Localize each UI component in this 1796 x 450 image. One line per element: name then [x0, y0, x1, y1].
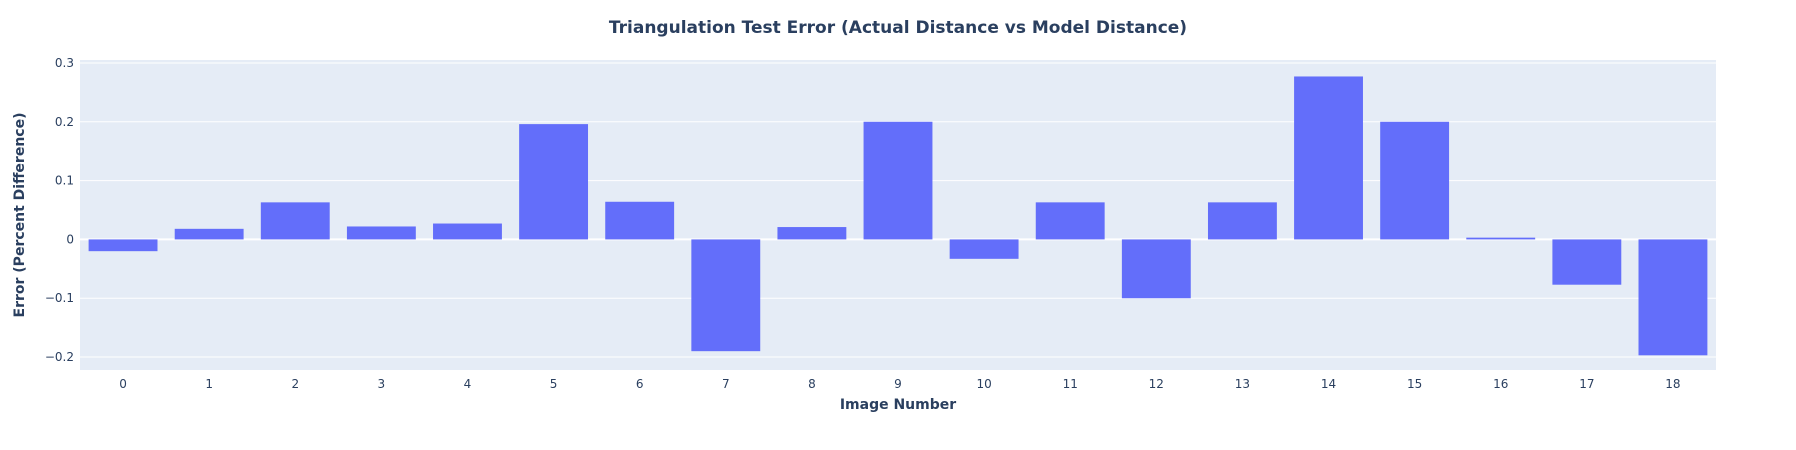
y-tick-label: 0.2	[55, 115, 74, 129]
x-tick-label: 15	[1407, 377, 1422, 391]
x-tick-label: 7	[722, 377, 730, 391]
y-tick-label: 0.3	[55, 56, 74, 70]
bar-12[interactable]	[1121, 239, 1191, 299]
bar-8[interactable]	[777, 227, 847, 240]
x-tick-label: 3	[378, 377, 386, 391]
y-tick-label: 0	[66, 232, 74, 246]
x-tick-label: 6	[636, 377, 644, 391]
bar-14[interactable]	[1294, 76, 1363, 240]
x-tick-label: 9	[894, 377, 902, 391]
x-tick-label: 1	[205, 377, 213, 391]
y-tick-label: 0.1	[55, 174, 74, 188]
bar-9[interactable]	[863, 121, 933, 240]
chart-title: Triangulation Test Error (Actual Distanc…	[609, 18, 1187, 38]
x-tick-label: 16	[1493, 377, 1508, 391]
bar-18[interactable]	[1638, 239, 1708, 356]
y-tick-label: −0.2	[45, 350, 74, 364]
x-tick-label: 5	[550, 377, 558, 391]
x-tick-label: 4	[464, 377, 472, 391]
bar-3[interactable]	[346, 226, 416, 240]
x-axis-title: Image Number	[840, 397, 956, 413]
x-tick-label: 2	[291, 377, 299, 391]
x-tick-label: 0	[119, 377, 127, 391]
bar-5[interactable]	[519, 124, 589, 240]
x-tick-label: 14	[1321, 377, 1336, 391]
y-tick-label: −0.1	[45, 291, 74, 305]
y-axis-title: Error (Percent Difference)	[12, 113, 28, 318]
y-tick-labels: −0.2 −0.1 0 0.1 0.2 0.3	[45, 56, 74, 364]
bar-2[interactable]	[260, 202, 330, 240]
bar-10[interactable]	[949, 239, 1019, 259]
bars	[88, 76, 1708, 356]
x-tick-label: 13	[1235, 377, 1250, 391]
bar-0[interactable]	[88, 239, 158, 252]
bar-13[interactable]	[1207, 202, 1277, 240]
bar-6[interactable]	[605, 201, 675, 240]
bar-15[interactable]	[1380, 121, 1450, 240]
x-tick-label: 17	[1579, 377, 1594, 391]
x-tick-label: 11	[1063, 377, 1078, 391]
bar-11[interactable]	[1035, 202, 1105, 240]
x-tick-label: 8	[808, 377, 816, 391]
x-tick-label: 10	[976, 377, 991, 391]
bar-1[interactable]	[174, 228, 244, 240]
bar-17[interactable]	[1552, 239, 1622, 285]
x-tick-labels: 0 1 2 3 4 5 6 7 8 9 10 11 12 13 14 15 16 17 18	[119, 377, 1680, 391]
x-tick-label: 12	[1149, 377, 1164, 391]
bar-7[interactable]	[691, 239, 761, 352]
x-tick-label: 18	[1665, 377, 1680, 391]
bar-16[interactable]	[1466, 237, 1536, 240]
bar-4[interactable]	[433, 223, 502, 240]
